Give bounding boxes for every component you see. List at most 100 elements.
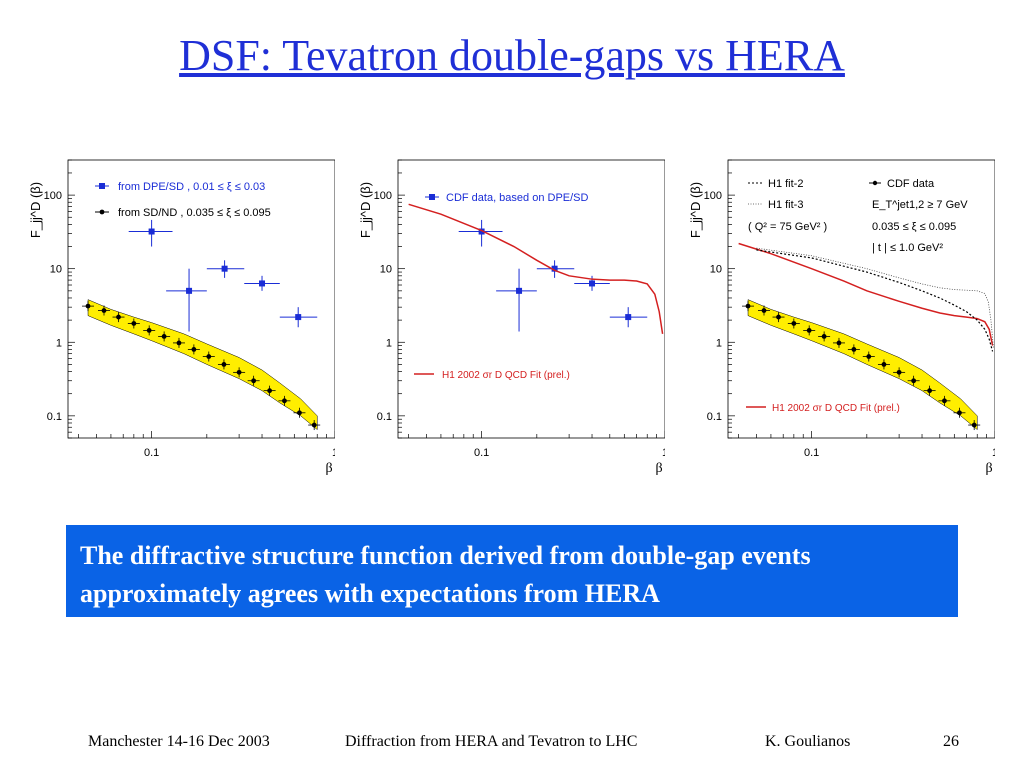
footer-venue: Manchester 14-16 Dec 2003 [88, 733, 270, 750]
uncertainty-band [747, 299, 978, 431]
footer-author: K. Goulianos [765, 733, 851, 750]
legend-label: H1 fit-3 [768, 199, 803, 211]
data-point-blue [625, 314, 632, 321]
x-axis-label: β [325, 461, 332, 476]
data-point-black [836, 340, 842, 346]
y-tick-label: 100 [44, 190, 62, 202]
y-tick-label: 10 [50, 264, 62, 276]
legend-label: 0.035 ≤ ξ ≤ 0.095 [872, 221, 956, 233]
data-point-black [161, 334, 167, 339]
legend-label: CDF data [887, 178, 935, 190]
data-point-black [957, 410, 962, 416]
data-point-black [146, 327, 152, 333]
y-tick-label: 1 [56, 337, 62, 349]
data-point-black [927, 388, 933, 394]
legend-label: from DPE/SD , 0.01 ≤ ξ ≤ 0.03 [118, 181, 265, 193]
y-tick-label: 0.1 [707, 411, 722, 423]
data-point-black [191, 346, 197, 352]
footer: Manchester 14-16 Dec 2003 Diffraction fr… [0, 733, 1024, 757]
data-point-black [971, 422, 977, 428]
data-point-blue [551, 265, 558, 272]
x-tick-label: 1 [992, 447, 995, 459]
y-tick-label: 100 [704, 190, 722, 202]
footer-talk: Diffraction from HERA and Tevatron to LH… [345, 733, 638, 750]
y-tick-label: 10 [380, 264, 392, 276]
summary-text: The diffractive structure function deriv… [80, 541, 811, 608]
plot-frame [397, 159, 665, 439]
data-point-black [267, 388, 273, 394]
data-point-black [806, 327, 812, 333]
y-tick-label: 1 [386, 337, 392, 349]
x-axis-label: β [655, 461, 662, 476]
legend-label: | t | ≤ 1.0 GeV² [872, 242, 943, 254]
x-axis-label: β [985, 461, 992, 476]
data-point-black [866, 354, 872, 359]
data-point-black [116, 314, 121, 320]
data-point-blue [259, 280, 266, 287]
y-tick-label: 1 [716, 337, 722, 349]
x-tick-label: 1 [332, 447, 335, 459]
data-point-black [85, 303, 91, 309]
data-point-blue [589, 280, 596, 287]
y-axis-label: F_jj^D (β) [688, 182, 703, 238]
h1fit3-curve [756, 247, 994, 348]
x-tick-label: 0.1 [474, 447, 489, 459]
legend-label: H1 2002 σr D QCD Fit (prel.) [772, 403, 900, 414]
data-point-black [282, 398, 287, 404]
data-point-blue [221, 265, 228, 272]
data-point-black [776, 314, 781, 320]
data-point-black [311, 422, 317, 428]
legend-label: CDF data, based on DPE/SD [446, 192, 589, 204]
data-point-black [206, 354, 212, 359]
y-tick-label: 0.1 [47, 411, 62, 423]
y-tick-label: 0.1 [377, 411, 392, 423]
summary-box: The diffractive structure function deriv… [66, 525, 958, 617]
data-point-black [911, 378, 917, 384]
y-tick-label: 10 [710, 264, 722, 276]
x-tick-label: 1 [662, 447, 665, 459]
x-tick-label: 0.1 [804, 447, 819, 459]
data-point-blue [148, 228, 155, 235]
y-axis-label: F_jj^D (β) [358, 182, 373, 238]
legend-label: H1 2002 σr D QCD Fit (prel.) [442, 370, 570, 381]
y-tick-label: 100 [374, 190, 392, 202]
data-point-black [251, 378, 257, 384]
y-axis-label: F_jj^D (β) [28, 182, 43, 238]
legend-marker [99, 209, 105, 215]
data-point-blue [478, 228, 485, 235]
legend-marker [429, 194, 435, 200]
data-point-black [881, 362, 887, 367]
uncertainty-band [87, 299, 318, 431]
legend-marker [99, 183, 105, 189]
data-point-black [942, 398, 947, 404]
data-point-blue [186, 287, 193, 294]
data-point-black [176, 340, 182, 346]
data-point-black [851, 346, 857, 352]
data-point-blue [295, 314, 302, 321]
data-point-black [896, 369, 902, 375]
data-point-blue [516, 287, 523, 294]
fit-curve [408, 203, 664, 334]
data-point-black [101, 308, 107, 313]
fit-curve [738, 242, 994, 346]
legend-label: H1 fit-2 [768, 178, 803, 190]
x-tick-label: 0.1 [144, 447, 159, 459]
legend-label: E_T^jet1,2 ≥ 7 GeV [872, 199, 968, 211]
data-point-black [297, 410, 302, 416]
legend-marker [872, 180, 878, 186]
data-point-black [791, 321, 797, 326]
legend-label: ( Q² = 75 GeV² ) [748, 221, 827, 233]
footer-page-number: 26 [943, 733, 959, 750]
legend-label: from SD/ND , 0.035 ≤ ξ ≤ 0.095 [118, 207, 271, 219]
data-point-black [745, 303, 751, 309]
slide-title: DSF: Tevatron double-gaps vs HERA [179, 31, 845, 80]
data-point-black [761, 308, 767, 313]
data-point-black [131, 321, 137, 326]
data-point-black [821, 334, 827, 339]
data-point-black [221, 362, 227, 367]
